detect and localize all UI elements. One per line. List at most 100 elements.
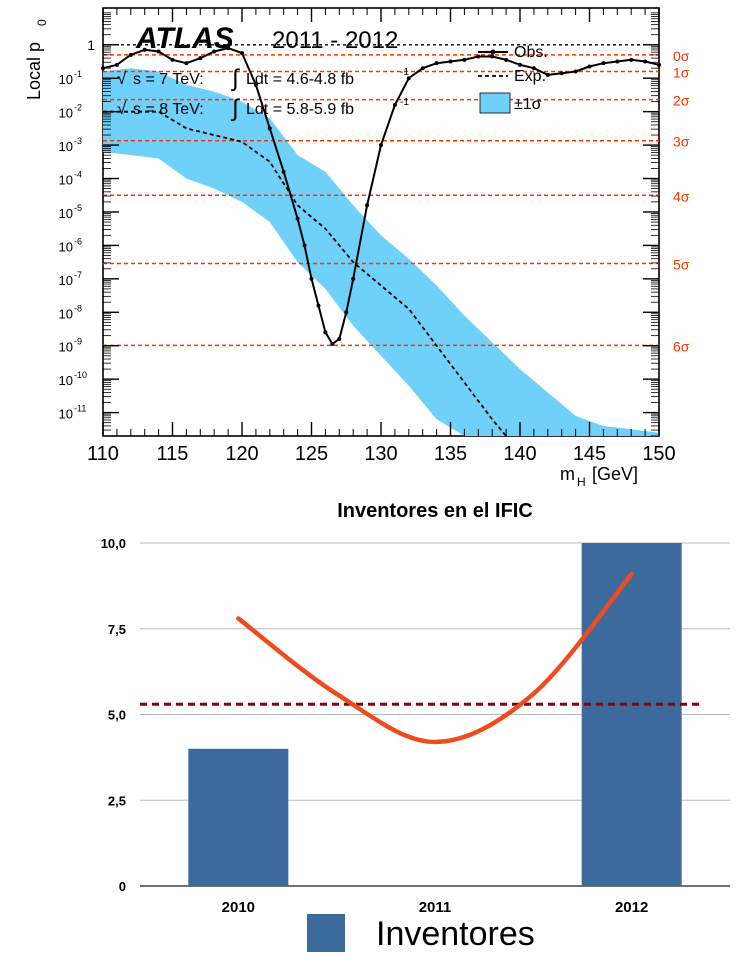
y-tick-label: 10 [59,72,73,87]
observed-point [406,76,411,81]
x-axis-label-sub: H [577,475,586,489]
x-axis-label: m [560,464,575,484]
y-tick-label: 10 [59,407,73,422]
observed-point [170,57,175,62]
y-tick-exponent: -8 [74,303,82,313]
sigma-label: 4σ [673,188,690,204]
y-tick-exponent: -1 [74,69,82,79]
observed-point [365,203,370,208]
y-tick-label: 10 [59,306,73,321]
bar-labels-group: 0 2,5 5,0 7,5 10,0 2010 2011 2012 [101,536,649,916]
bar-lines-group [140,571,700,745]
x-tick-label: 145 [573,443,606,465]
sqrt-s-root-icon: √ [117,99,127,118]
y-tick-exponent: -11 [74,404,86,414]
observed-point [198,56,203,61]
observed-point [253,82,258,87]
bar-legend-label: Inventores [376,915,535,953]
y-tick-exponent: -4 [74,170,82,180]
observed-point [434,61,439,66]
observed-point [490,54,495,59]
lumi-8tev-label: Ldt = 5.8-5.9 fb [246,101,354,118]
x-tick-label: 115 [157,443,189,465]
y-tick-exponent: -5 [74,203,82,213]
axis-ticks-group: 110 115 120 125 130 135 140 145 150110-110-210-3… [59,8,676,465]
sigma-label: 1σ [673,65,690,81]
observed-point [587,64,592,69]
legend-obs-marker [490,49,496,55]
sigma-label: 2σ [673,93,690,109]
observed-point [504,57,509,62]
sigma-label: 0σ [673,48,690,64]
observed-point [302,243,307,248]
sqrt-s-root-icon: √ [117,69,127,88]
bar-legend-swatch [307,914,345,952]
observed-point [212,49,217,54]
observed-point [184,61,189,66]
observed-point [629,57,634,62]
energy-8tev-label: s = 8 TeV: [133,101,204,118]
bar-y-tick-label: 2,5 [108,793,126,808]
y-tick-label: 1 [87,37,95,53]
bar-x-tick-label: 2010 [222,899,255,916]
y-tick-label: 10 [59,340,73,355]
x-tick-label: 120 [225,443,258,465]
legend-band-swatch [479,92,511,114]
bar-y-tick-label: 5,0 [108,708,126,723]
observed-point [379,143,383,148]
observed-point [114,62,119,67]
atlas-period-label: 2011 - 2012 [272,27,398,54]
observed-point [448,59,453,64]
lumi-8tev-exponent: -1 [400,97,409,108]
x-tick-label: 110 [87,443,119,465]
bar-y-tick-label: 10,0 [101,536,126,551]
y-tick-exponent: -2 [74,103,82,113]
y-tick-label: 10 [59,239,73,254]
observed-point [344,310,349,315]
y-axis-label-sub: 0 [35,19,49,26]
observed-point [316,303,321,308]
observed-point [142,47,147,52]
y-axis-label: Local p [24,42,44,100]
observed-point [601,61,606,66]
lumi-7tev-exponent: -1 [400,67,409,78]
y-tick-exponent: -6 [74,236,82,246]
bar-x-tick-label: 2012 [615,899,648,916]
bar [188,748,289,886]
atlas-experiment-label: ATLAS [135,22,234,55]
observed-point [545,72,550,77]
x-tick-label: 140 [503,443,536,465]
y-tick-label: 10 [59,173,73,188]
observed-point [476,54,481,59]
observed-point [330,342,335,347]
observed-point [615,59,620,64]
bar-chart-title: Inventores en el IFIC [337,500,533,522]
observed-point [323,330,328,335]
bar [581,543,682,886]
y-tick-exponent: -3 [74,136,82,146]
observed-point [573,69,578,74]
observed-point [420,66,425,71]
y-tick-exponent: -10 [74,370,87,380]
observed-point [392,102,397,107]
energy-7tev-label: s = 7 TeV: [133,71,204,88]
sigma-label: 5σ [673,256,690,272]
observed-point [281,169,286,174]
observed-point [518,62,522,67]
integral-icon: ∫ [230,65,240,92]
observed-point [295,216,300,221]
x-axis-unit: [GeV] [592,464,638,484]
integral-icon: ∫ [230,95,240,122]
sigma-label: 3σ [673,134,690,150]
bar-x-tick-label: 2011 [419,899,452,916]
observed-curve-group [101,46,661,347]
y-tick-exponent: -9 [74,337,82,347]
observed-point [309,276,314,281]
legend-band-label: ±1σ [514,96,542,113]
y-tick-label: 10 [59,273,73,288]
observed-point [531,66,536,71]
x-tick-label: 135 [434,443,467,465]
expected-curve-group [103,110,507,437]
observed-point [156,49,161,54]
